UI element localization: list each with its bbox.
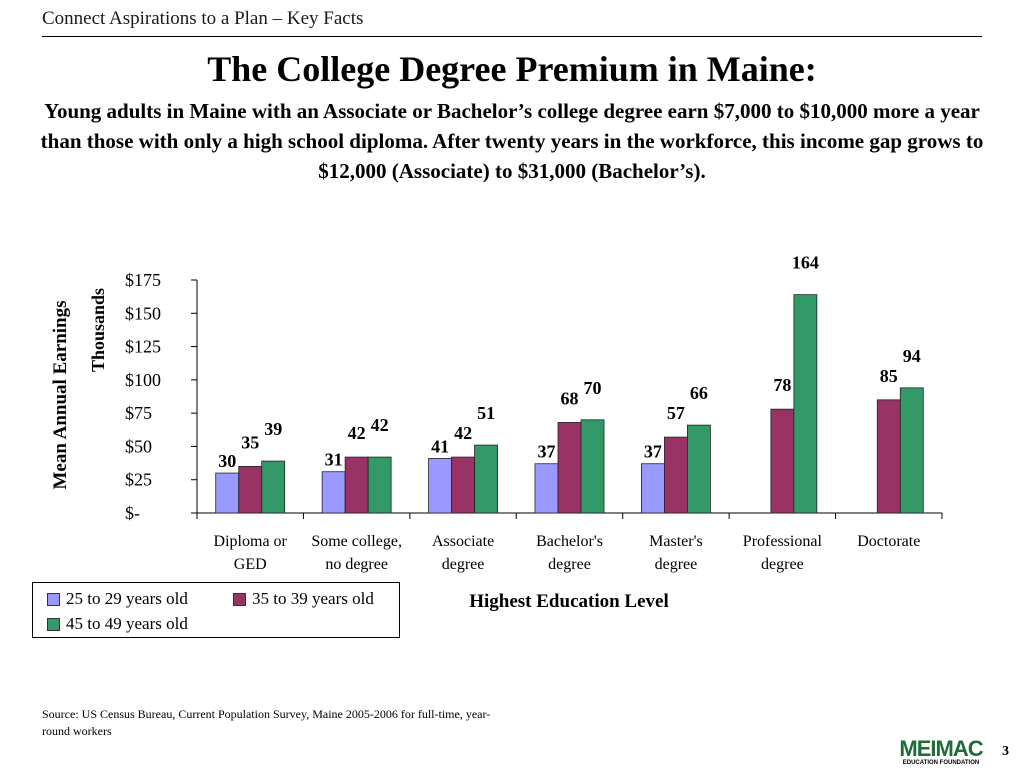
bar bbox=[899, 387, 924, 514]
bar bbox=[580, 419, 605, 514]
legend-item-35-39: 35 to 39 years old bbox=[233, 589, 374, 609]
bar bbox=[641, 463, 665, 514]
header-divider bbox=[42, 36, 982, 37]
data-label: 30 bbox=[218, 451, 236, 471]
y-tick-label: $75 bbox=[125, 403, 152, 423]
logo-wordmark: MEIMAC bbox=[899, 736, 983, 761]
bar bbox=[451, 456, 475, 514]
y-tick-label: $150 bbox=[125, 303, 161, 323]
x-tick-label: Some college, no degree bbox=[311, 533, 402, 573]
data-label: 35 bbox=[241, 432, 259, 452]
legend-item-45-49: 45 to 49 years old bbox=[47, 614, 188, 634]
y-axis-title: Mean Annual Earnings bbox=[50, 301, 71, 490]
y-tick-label: $25 bbox=[125, 470, 152, 490]
bar bbox=[876, 399, 901, 514]
bar bbox=[474, 444, 498, 514]
data-label: 37 bbox=[644, 442, 662, 462]
meimac-logo: MEIMAC EDUCATION FOUNDATION bbox=[897, 738, 985, 767]
data-label: 68 bbox=[561, 388, 579, 408]
bar bbox=[344, 456, 369, 514]
bar bbox=[793, 294, 818, 514]
bar bbox=[261, 460, 286, 514]
bar bbox=[428, 458, 452, 514]
x-tick-label: Associate degree bbox=[432, 533, 494, 573]
bar bbox=[687, 424, 711, 514]
legend-swatch bbox=[233, 592, 246, 606]
logo-tagline: EDUCATION FOUNDATION bbox=[902, 760, 980, 766]
data-label: 66 bbox=[690, 383, 708, 403]
legend-item-25-29: 25 to 29 years old bbox=[47, 589, 188, 609]
y-tick-label: $50 bbox=[125, 436, 152, 456]
data-label: 57 bbox=[667, 403, 685, 423]
data-label: 37 bbox=[538, 442, 556, 462]
data-label: 41 bbox=[431, 436, 449, 456]
legend-label: 45 to 49 years old bbox=[66, 614, 188, 633]
legend-swatch bbox=[47, 592, 60, 606]
x-tick-label: Master's degree bbox=[649, 533, 703, 573]
x-axis-title: Highest Education Level bbox=[469, 591, 669, 612]
x-tick-label: Diploma or GED bbox=[214, 533, 288, 573]
data-label: 42 bbox=[371, 415, 389, 435]
bar bbox=[238, 465, 263, 514]
y-axis-unit: Thousands bbox=[88, 288, 108, 372]
data-label: 39 bbox=[264, 419, 282, 439]
data-label: 31 bbox=[325, 450, 343, 470]
page-number: 3 bbox=[1002, 744, 1009, 759]
y-tick-label: $175 bbox=[125, 270, 161, 290]
data-label: 164 bbox=[792, 253, 819, 273]
legend-swatch bbox=[47, 617, 60, 631]
source-note: Source: US Census Bureau, Current Popula… bbox=[42, 707, 491, 738]
bar bbox=[664, 436, 688, 514]
data-label: 51 bbox=[477, 403, 495, 423]
page-title: The College Degree Premium in Maine: bbox=[207, 49, 817, 89]
data-label: 85 bbox=[880, 366, 898, 386]
bar bbox=[557, 422, 582, 514]
header-text: Connect Aspirations to a Plan – Key Fact… bbox=[42, 8, 364, 29]
page-subtitle: Young adults in Maine with an Associate … bbox=[40, 99, 984, 183]
legend-label: 35 to 39 years old bbox=[252, 589, 374, 608]
x-tick-label: Bachelor's degree bbox=[536, 533, 603, 573]
y-tick-label: $100 bbox=[125, 370, 161, 390]
data-label: 70 bbox=[584, 378, 602, 398]
chart-legend: 25 to 29 years old 35 to 39 years old 45… bbox=[32, 582, 400, 638]
y-tick-label: $125 bbox=[125, 337, 161, 357]
data-label: 42 bbox=[348, 423, 366, 443]
bar bbox=[215, 472, 240, 514]
data-label: 78 bbox=[773, 375, 791, 395]
bar bbox=[770, 408, 795, 514]
x-tick-label: Doctorate bbox=[857, 533, 920, 550]
bar bbox=[534, 463, 559, 514]
bar bbox=[321, 471, 346, 514]
data-label: 94 bbox=[903, 346, 921, 366]
data-label: 42 bbox=[454, 423, 472, 443]
bar bbox=[367, 456, 392, 514]
x-tick-label: Professional degree bbox=[743, 533, 823, 573]
legend-label: 25 to 29 years old bbox=[66, 589, 188, 608]
y-tick-label: $- bbox=[125, 503, 140, 523]
